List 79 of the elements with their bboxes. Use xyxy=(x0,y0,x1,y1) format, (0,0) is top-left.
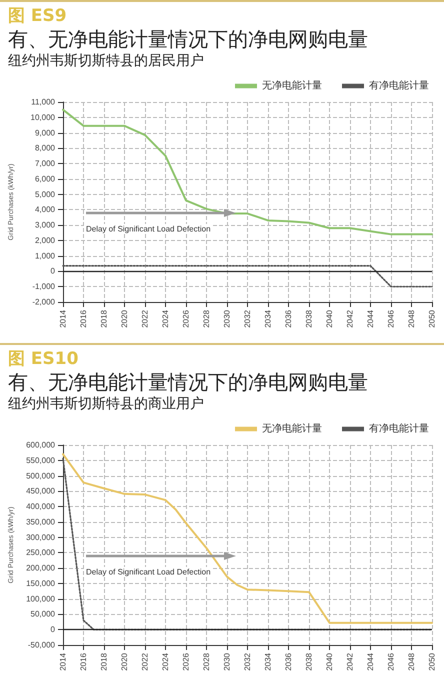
x-tick-label: 2022 xyxy=(140,309,150,328)
text: 图 ES9 xyxy=(8,5,67,27)
text: 图 ES10 xyxy=(8,348,78,370)
chart-title: 有、无净电能计量情况下的净电网购电量 xyxy=(8,369,368,396)
y-tick-label: 1,000 xyxy=(34,251,56,260)
x-tick-label: 2024 xyxy=(161,309,170,328)
x-tick-label: 2034 xyxy=(264,309,272,328)
y-tick-label: 4,000 xyxy=(34,205,56,214)
y-tick-label: 150,000 xyxy=(26,578,56,588)
legend-label: 无净电能计量 xyxy=(262,422,322,434)
y-tick-label: 7,000 xyxy=(34,159,56,168)
x-tick-label: 2024 xyxy=(161,652,170,671)
x-tick-label: 2032 xyxy=(243,652,252,671)
x-tick-label: 2018 xyxy=(100,309,108,328)
y-tick-label: -1,000 xyxy=(32,282,56,292)
y-tick-label: 300,000 xyxy=(26,532,56,542)
x-tick-label: 2044 xyxy=(366,309,375,328)
x-tick-label: 2038 xyxy=(304,652,314,671)
x-tick-label: 2026 xyxy=(182,309,190,328)
x-tick-label: 2048 xyxy=(407,309,416,328)
x-tick-label: 2032 xyxy=(243,309,252,328)
legend-label: 有净电能计量 xyxy=(369,422,429,434)
y-tick-label: -2,000 xyxy=(32,298,56,306)
y-tick-label: 9,000 xyxy=(34,128,56,138)
annotation: Delay of Significant Load Defection xyxy=(86,224,211,234)
y-tick-label: -50,000 xyxy=(28,640,56,650)
x-tick-label: 2040 xyxy=(325,652,334,671)
x-tick-label: 2036 xyxy=(284,309,293,328)
y-tick-label: 8,000 xyxy=(34,144,56,153)
x-tick-label: 2048 xyxy=(407,652,416,671)
x-tick-label: 2014 xyxy=(58,309,68,328)
y-tick-label: 0 xyxy=(50,625,56,634)
y-tick-label: 450,000 xyxy=(26,486,56,496)
legend-label: 无净电能计量 xyxy=(262,80,322,92)
x-tick-label: 2038 xyxy=(304,309,314,328)
x-tick-label: 2016 xyxy=(79,652,88,671)
annotation: Delay of Significant Load Defection xyxy=(86,568,211,576)
y-tick-label: 0 xyxy=(50,266,56,276)
y-tick-label: 250,000 xyxy=(26,548,56,558)
x-tick-label: 2014 xyxy=(58,652,68,671)
y-tick-label: 200,000 xyxy=(26,564,56,573)
x-tick-label: 2036 xyxy=(284,652,293,671)
x-tick-label: 2042 xyxy=(346,652,354,671)
x-tick-label: 2050 xyxy=(428,309,436,328)
line-series xyxy=(62,108,433,236)
x-tick-label: 2028 xyxy=(202,652,211,671)
chart-subtitle: 纽约州韦斯切斯特县的商业用户 xyxy=(8,395,204,413)
chart-title: 有、无净电能计量情况下的净电网购电量 xyxy=(8,26,368,53)
x-tick-label: 2020 xyxy=(120,309,129,328)
y-tick-label: 50,000 xyxy=(30,610,56,619)
y-tick-label: 5,000 xyxy=(34,190,56,199)
x-tick-label: 2034 xyxy=(264,652,272,671)
y-tick-label: 600,000 xyxy=(26,440,56,450)
x-tick-label: 2016 xyxy=(79,309,88,328)
y-tick-label: 550,000 xyxy=(26,456,56,465)
x-tick-label: 2042 xyxy=(346,309,354,328)
y-tick-label: 500,000 xyxy=(26,471,56,480)
y-tick-label: 11,000 xyxy=(31,98,56,106)
x-tick-label: 2050 xyxy=(428,652,436,671)
y-tick-label: 350,000 xyxy=(26,517,56,526)
x-tick-label: 2022 xyxy=(140,652,150,671)
chart-subtitle: 纽约州韦斯切斯特县的居民用户 xyxy=(8,52,204,70)
x-tick-label: 2018 xyxy=(100,652,108,671)
x-tick-label: 2046 xyxy=(386,309,396,328)
x-tick-label: 2028 xyxy=(202,309,211,328)
x-tick-label: 2030 xyxy=(222,309,232,328)
x-tick-label: 2044 xyxy=(366,652,375,671)
x-tick-label: 2030 xyxy=(222,652,232,671)
y-tick-label: 10,000 xyxy=(30,112,56,122)
legend-label: 有净电能计量 xyxy=(369,80,429,92)
y-tick-label: 2,000 xyxy=(34,236,56,245)
x-tick-label: 2046 xyxy=(386,652,396,671)
y-tick-label: 6,000 xyxy=(34,174,56,184)
y-tick-label: 400,000 xyxy=(26,502,56,512)
y-tick-label: 3,000 xyxy=(34,220,56,230)
x-tick-label: 2040 xyxy=(325,309,334,328)
y-tick-label: 100,000 xyxy=(26,594,56,604)
x-tick-label: 2020 xyxy=(120,652,129,671)
x-tick-label: 2026 xyxy=(182,652,190,671)
